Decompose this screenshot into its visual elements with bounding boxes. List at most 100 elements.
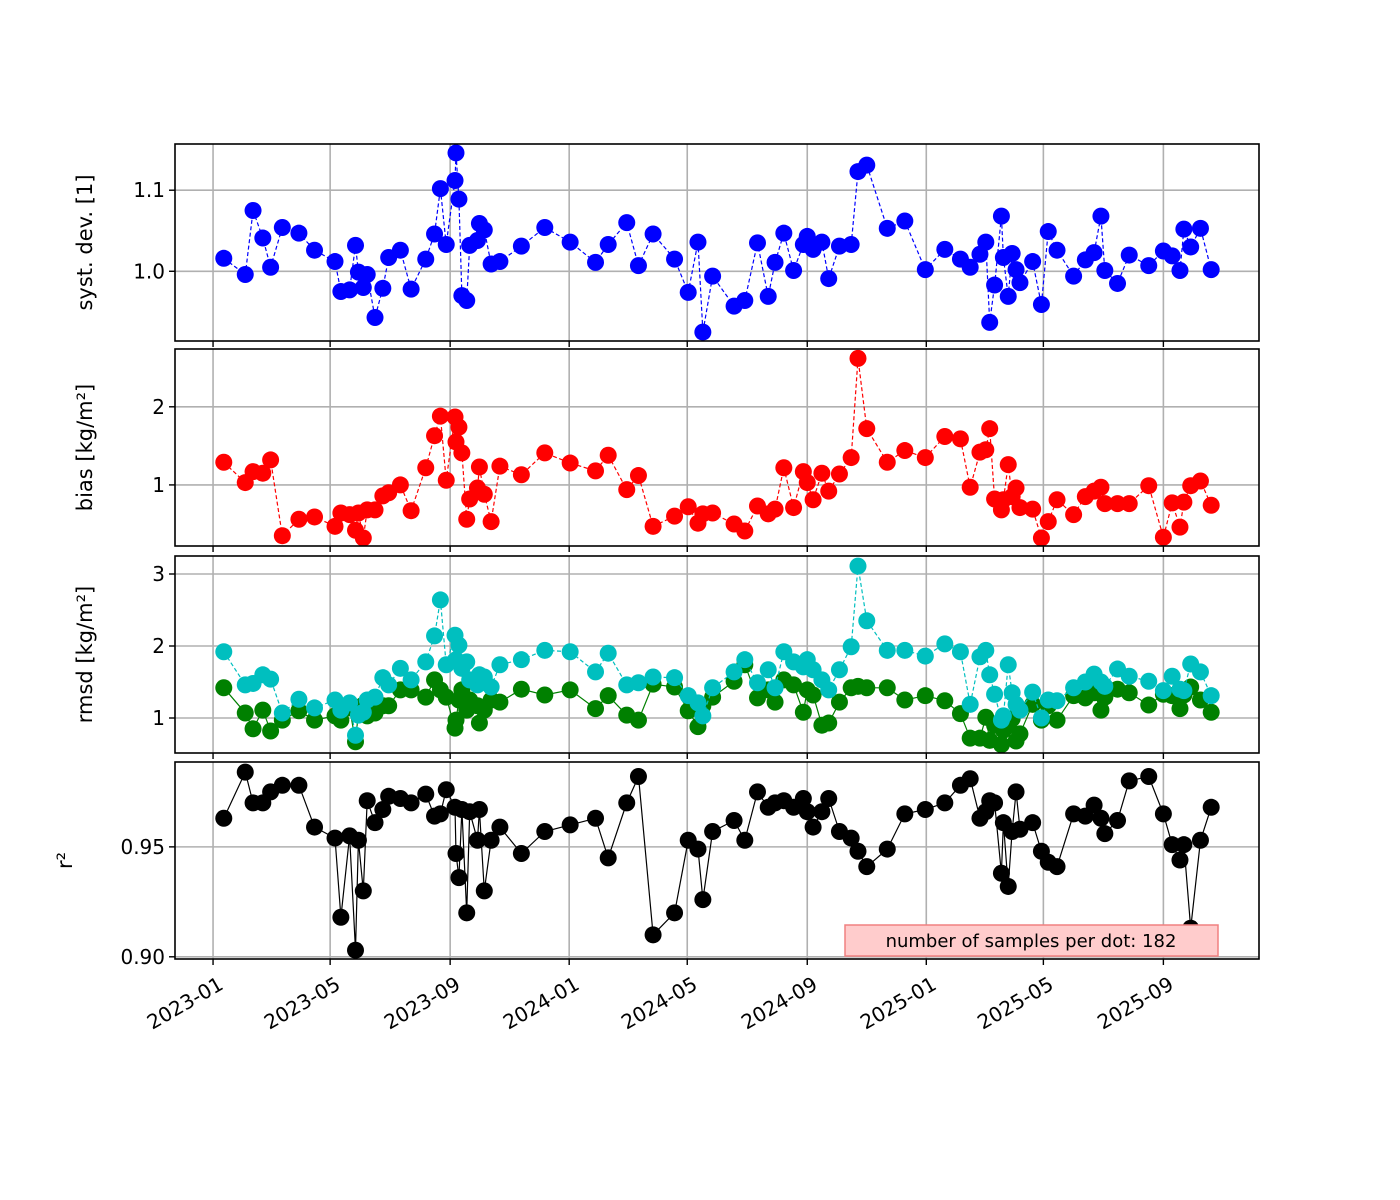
data-point [858, 679, 876, 697]
data-point [1202, 798, 1220, 816]
y-axis-label: bias [kg/m²] [73, 384, 97, 511]
data-point [290, 690, 308, 708]
data-point [306, 699, 324, 717]
data-point [629, 257, 647, 275]
data-point [341, 281, 359, 299]
data-point [813, 464, 831, 482]
data-point [417, 459, 435, 477]
data-point [896, 691, 914, 709]
data-point [512, 844, 530, 862]
data-point [694, 323, 712, 341]
data-point [512, 680, 530, 698]
axes-frame [174, 555, 1260, 754]
data-point [679, 283, 697, 301]
data-point [215, 249, 233, 267]
data-point [262, 722, 280, 740]
data-point [878, 453, 896, 471]
data-point [306, 508, 324, 526]
data-point [1007, 261, 1025, 279]
data-point [992, 736, 1010, 753]
data-point [366, 814, 384, 832]
data-point [431, 805, 449, 823]
data-point [447, 844, 465, 862]
data-point [644, 668, 662, 686]
data-point [1140, 477, 1158, 495]
data-point [561, 233, 579, 251]
panel-0: 1.0 1.1 syst. dev. [1] [73, 143, 1260, 347]
data-point [1024, 695, 1042, 713]
data-point [1048, 858, 1066, 876]
data-point [748, 674, 766, 692]
data-point [447, 711, 465, 729]
data-point [1202, 687, 1220, 705]
data-point [820, 681, 838, 699]
data-point [878, 679, 896, 697]
data-point [1096, 825, 1114, 843]
data-point [878, 840, 896, 858]
data-point [273, 219, 291, 237]
data-point [391, 476, 409, 494]
samples-annotation: number of samples per dot: 182 [844, 924, 1219, 957]
panel-2: 1 2 3 rmsd [kg/m²] [73, 555, 1260, 759]
data-point [961, 478, 979, 496]
data-point [431, 180, 449, 198]
data-point [951, 643, 969, 661]
axes-frame [174, 761, 1260, 960]
data-point [437, 688, 455, 706]
data-point [1085, 244, 1103, 262]
data-point [916, 449, 934, 467]
y-tick-label: 0.95 [120, 835, 165, 859]
data-point [1163, 247, 1181, 265]
data-point [450, 869, 468, 887]
data-point [820, 789, 838, 807]
data-point [736, 522, 754, 540]
data-point [1109, 811, 1127, 829]
data-point [1092, 478, 1110, 496]
data-point [849, 349, 867, 367]
data-point [842, 449, 860, 467]
data-point [470, 714, 488, 732]
data-point [450, 418, 468, 436]
data-point [1032, 296, 1050, 314]
data-point [725, 811, 743, 829]
data-point [689, 840, 707, 858]
data-point [450, 636, 468, 654]
annotation-box [844, 924, 1219, 957]
data-point [896, 641, 914, 659]
y-axis-label: syst. dev. [1] [73, 174, 97, 310]
data-point [1039, 513, 1057, 531]
data-point [536, 641, 554, 659]
y-tick-label: 2 [152, 395, 165, 419]
data-point [512, 466, 530, 484]
data-point [878, 219, 896, 237]
data-point [599, 236, 617, 254]
data-point [1120, 684, 1138, 702]
data-point [694, 707, 712, 725]
data-point [644, 225, 662, 243]
data-point [804, 491, 822, 509]
data-point [1065, 506, 1083, 524]
data-point [290, 510, 308, 528]
data-point [1163, 667, 1181, 685]
data-point [1191, 663, 1209, 681]
data-point [1048, 241, 1066, 259]
data-point [618, 794, 636, 812]
data-point [1096, 495, 1114, 513]
data-point [916, 800, 934, 818]
data-point [491, 693, 509, 711]
panel-1: 1 2 bias [kg/m²] [73, 348, 1260, 552]
data-point [402, 502, 420, 520]
data-point [426, 225, 444, 243]
data-point [1092, 701, 1110, 719]
data-point [1024, 500, 1042, 518]
data-point [986, 794, 1004, 812]
data-point [798, 227, 816, 245]
data-point [491, 656, 509, 674]
data-point [804, 818, 822, 836]
data-point [629, 711, 647, 729]
data-point [813, 803, 831, 821]
data-point [936, 794, 954, 812]
data-point [536, 822, 554, 840]
data-point [306, 818, 324, 836]
data-point [417, 688, 435, 706]
